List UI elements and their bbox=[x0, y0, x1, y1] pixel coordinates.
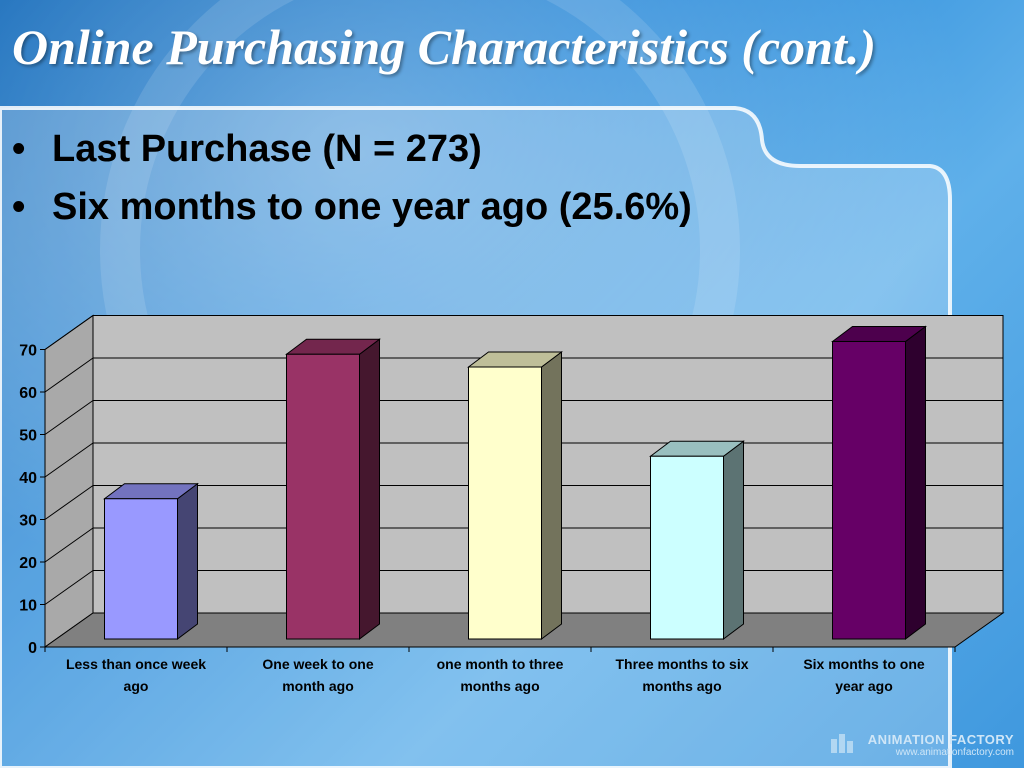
x-tick-label: ago bbox=[124, 678, 149, 694]
x-tick-label: one month to three bbox=[437, 656, 564, 672]
gridline-side bbox=[44, 570, 94, 605]
x-tick-label: months ago bbox=[460, 678, 539, 694]
x-tick-label: month ago bbox=[282, 678, 354, 694]
x-tick-label: Six months to one bbox=[803, 656, 925, 672]
gridline-side bbox=[44, 400, 94, 435]
bullet-text: Last Purchase (N = 273) bbox=[52, 128, 482, 170]
y-tick-label: 20 bbox=[19, 555, 37, 572]
y-tick-label: 60 bbox=[19, 385, 37, 402]
bar bbox=[286, 353, 360, 640]
bar-side bbox=[359, 338, 380, 640]
y-tick-label: 50 bbox=[19, 428, 37, 445]
y-tick-label: 40 bbox=[19, 470, 37, 487]
gridline-side bbox=[44, 485, 94, 520]
watermark: ANIMATION FACTORY www.animationfactory.c… bbox=[829, 729, 1014, 760]
y-tick-label: 0 bbox=[28, 640, 37, 657]
bullet-text: Six months to one year ago (25.6%) bbox=[52, 186, 692, 228]
gridline-side bbox=[44, 442, 94, 478]
bar-side bbox=[723, 440, 744, 640]
watermark-url: www.animationfactory.com bbox=[895, 746, 1014, 758]
bullet-dot: • bbox=[12, 186, 26, 228]
x-tick-label: Three months to six bbox=[615, 656, 748, 672]
bar-side bbox=[177, 482, 198, 640]
bullet-dot: • bbox=[12, 128, 26, 170]
gridline-side bbox=[44, 357, 94, 393]
bar bbox=[104, 498, 178, 640]
bar bbox=[650, 455, 724, 640]
slide-title: Online Purchasing Characteristics (cont.… bbox=[12, 19, 876, 75]
bar-side bbox=[905, 325, 926, 640]
gridline-side bbox=[44, 315, 94, 350]
bar bbox=[832, 341, 906, 640]
x-tick-label: Less than once week bbox=[66, 656, 206, 672]
bullet-item: • Last Purchase (N = 273) bbox=[10, 126, 692, 184]
bar-side bbox=[541, 351, 562, 640]
bullet-item: • Six months to one year ago (25.6%) bbox=[10, 184, 692, 242]
bar bbox=[468, 366, 542, 640]
x-tick-label: One week to one bbox=[262, 656, 373, 672]
x-tick-label: months ago bbox=[642, 678, 721, 694]
gridline-side bbox=[44, 527, 94, 563]
animation-factory-logo-icon bbox=[829, 729, 863, 760]
y-tick-label: 30 bbox=[19, 513, 37, 530]
watermark-name: ANIMATION FACTORY bbox=[867, 731, 1014, 747]
chart-side-wall bbox=[44, 314, 94, 648]
y-tick-label: 10 bbox=[19, 598, 37, 615]
y-tick-label: 70 bbox=[19, 343, 37, 360]
x-tick-label: year ago bbox=[835, 678, 893, 694]
bullet-list: • Last Purchase (N = 273) • Six months to … bbox=[10, 126, 692, 242]
